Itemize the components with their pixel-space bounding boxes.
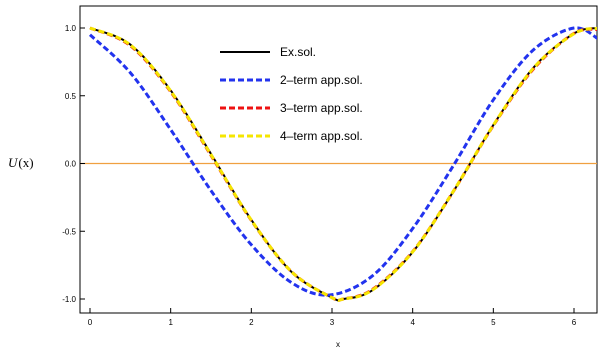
- legend: Ex.sol. 2–term app.sol. 3–term app.sol. 4–t…: [220, 45, 363, 143]
- x-tick-label: 3: [330, 318, 335, 327]
- legend-label-1: Ex.sol.: [280, 45, 316, 59]
- x-tick-label: 5: [491, 318, 496, 327]
- y-tick-label: 0.5: [65, 92, 77, 101]
- y-tick-label: -1.0: [62, 295, 76, 304]
- x-tick-label: 4: [410, 318, 415, 327]
- x-axis-label: x: [336, 340, 340, 349]
- x-tick-label: 1: [168, 318, 173, 327]
- series-layer: [88, 26, 597, 303]
- legend-label-3: 3–term app.sol.: [280, 101, 363, 115]
- legend-label-4: 4–term app.sol.: [280, 129, 363, 143]
- x-tick-layer: 0 1 2 3 4 5 6: [88, 308, 577, 327]
- x-tick-label: 2: [249, 318, 254, 327]
- y-tick-label: -0.5: [62, 227, 76, 236]
- y-tick-label: 0.0: [65, 160, 77, 169]
- y-tick-label: 1.0: [65, 24, 77, 33]
- series-line-4: [89, 26, 597, 302]
- series-line-3: [89, 26, 597, 303]
- x-tick-label: 6: [572, 318, 577, 327]
- plot-frame: [79, 5, 598, 314]
- y-tick-layer: -1.0 -0.5 0.0 0.5 1.0: [62, 24, 85, 304]
- x-tick-label: 0: [88, 318, 93, 327]
- y-axis-label: U(x): [8, 155, 34, 170]
- series-line-1: [89, 27, 597, 302]
- series-line-2: [88, 26, 597, 297]
- legend-label-2: 2–term app.sol.: [280, 73, 363, 87]
